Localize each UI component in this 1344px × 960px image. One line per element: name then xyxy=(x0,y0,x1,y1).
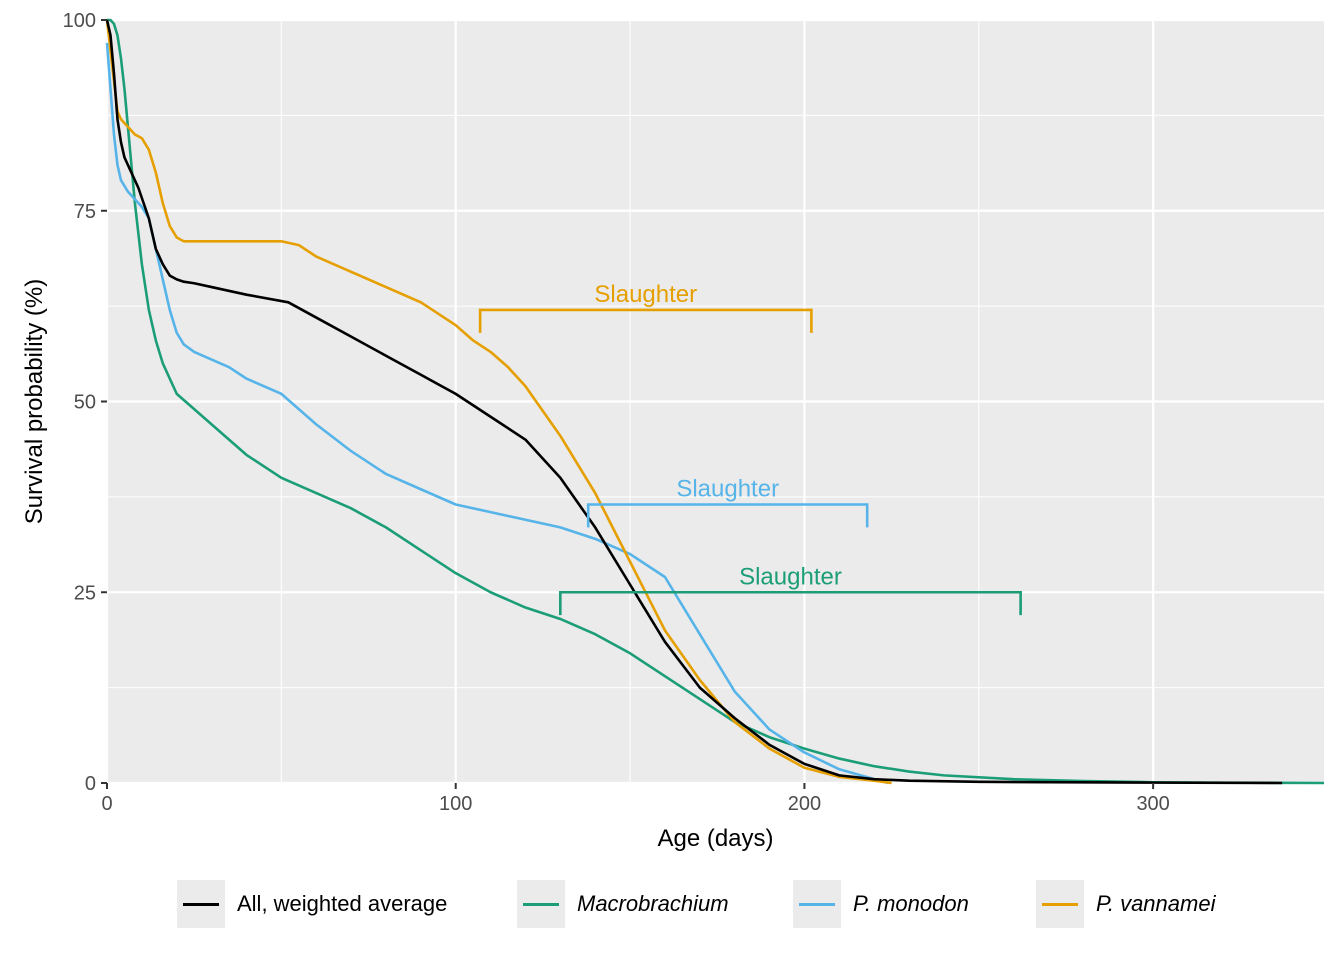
x-tick-label: 100 xyxy=(439,793,472,815)
legend-label: P. monodon xyxy=(853,891,969,916)
legend-label: P. vannamei xyxy=(1096,891,1216,916)
legend-item-all-weighted-average: All, weighted average xyxy=(177,880,447,928)
slaughter-label: Slaughter xyxy=(676,476,779,503)
series-lines xyxy=(105,18,1325,785)
legend-swatch xyxy=(1042,903,1078,906)
slaughter-label: Slaughter xyxy=(594,281,697,308)
y-tick-label: 75 xyxy=(74,201,96,223)
series-line-all-weighted-average xyxy=(105,19,1283,785)
legend-swatch xyxy=(523,903,559,906)
slaughter-bracket xyxy=(478,308,813,333)
slaughter-annotations: Slaughter Slaughter Slaughter xyxy=(478,281,1022,616)
legend-swatch xyxy=(183,903,219,906)
legend-label: All, weighted average xyxy=(237,891,448,916)
legend-key xyxy=(177,880,225,928)
survival-chart: Slaughter Slaughter Slaughter 0 100 200 300 0 2… xyxy=(21,10,1325,852)
legend: All, weighted average Macrobrachium P. m… xyxy=(0,878,1344,930)
legend-item-p-vannamei: P. vannamei xyxy=(1036,880,1215,928)
series-line-p-monodon xyxy=(105,42,889,785)
legend-item-p-monodon: P. monodon xyxy=(793,880,969,928)
y-tick-label: 50 xyxy=(74,392,96,414)
y-tick-label: 100 xyxy=(63,10,96,32)
series-line-p-vannamei xyxy=(105,19,892,785)
slaughter-bracket xyxy=(586,503,869,528)
x-axis-title: Age (days) xyxy=(657,825,773,852)
x-tick-label: 300 xyxy=(1136,793,1169,815)
axes: 0 100 200 300 0 25 50 75 100 xyxy=(63,10,1170,815)
y-tick-label: 0 xyxy=(85,773,96,795)
major-gridlines xyxy=(105,18,1324,785)
legend-key xyxy=(1036,880,1084,928)
legend-key xyxy=(793,880,841,928)
y-tick-label: 25 xyxy=(74,582,96,604)
legend-item-macrobrachium: Macrobrachium xyxy=(517,880,729,928)
y-axis-title: Survival probability (%) xyxy=(21,279,48,524)
legend-key xyxy=(517,880,565,928)
x-tick-label: 0 xyxy=(101,793,112,815)
slaughter-bracket xyxy=(559,590,1022,616)
x-tick-label: 200 xyxy=(788,793,821,815)
legend-swatch xyxy=(799,903,835,906)
slaughter-label: Slaughter xyxy=(739,563,842,590)
legend-label: Macrobrachium xyxy=(577,891,729,916)
